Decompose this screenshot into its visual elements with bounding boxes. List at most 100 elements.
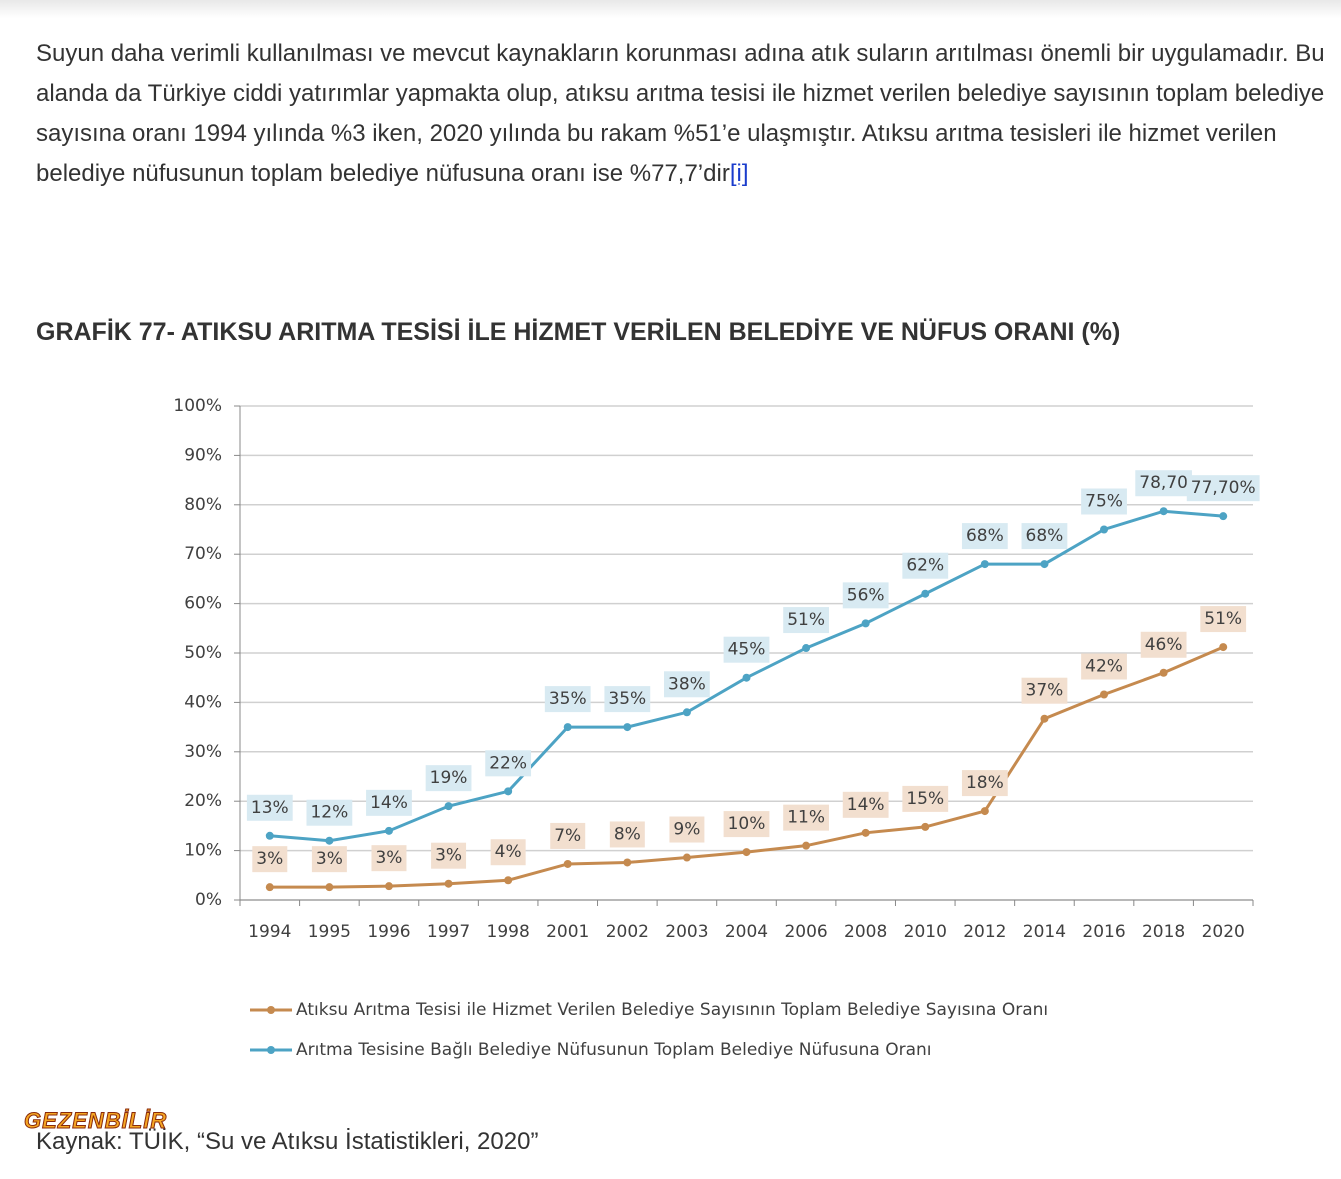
data-label-bg xyxy=(842,582,889,609)
x-tick-label: 2002 xyxy=(606,922,649,942)
point xyxy=(861,828,870,837)
point xyxy=(563,859,572,868)
y-tick-label: 0% xyxy=(195,890,222,910)
point xyxy=(1159,507,1168,516)
point xyxy=(921,822,930,831)
point xyxy=(1219,643,1228,652)
y-tick-label: 100% xyxy=(173,396,222,416)
point xyxy=(623,858,632,867)
data-label: 19% xyxy=(430,768,468,788)
paragraph: Suyun daha verimli kullanılması ve mevcu… xyxy=(36,34,1336,194)
point xyxy=(980,807,989,816)
data-label-bg xyxy=(544,686,591,713)
point xyxy=(980,560,989,569)
data-label-bg xyxy=(961,523,1008,550)
data-label: 51% xyxy=(1204,609,1242,629)
data-label-bg xyxy=(252,846,288,873)
data-label-bg xyxy=(485,750,532,777)
legend-marker xyxy=(267,1046,275,1054)
point xyxy=(265,831,274,840)
x-tick-label: 2010 xyxy=(904,922,947,942)
data-label-bg xyxy=(550,822,586,849)
y-tick-label: 70% xyxy=(184,544,222,564)
data-label-bg xyxy=(371,845,407,872)
y-tick-label: 20% xyxy=(184,791,222,811)
point xyxy=(682,853,691,862)
data-label-bg xyxy=(723,636,770,663)
data-label: 3% xyxy=(435,846,462,866)
data-label-bg xyxy=(961,770,1008,797)
data-label: 75% xyxy=(1085,492,1123,512)
x-tick-label: 1996 xyxy=(367,922,410,942)
data-label-bg xyxy=(1081,653,1127,680)
point xyxy=(1040,714,1049,723)
data-label: 4% xyxy=(495,842,522,862)
y-tick-label: 40% xyxy=(184,692,222,712)
source: Kaynak: TÜİK, “Su ve Atıksu İstatistikle… xyxy=(36,1128,539,1155)
data-label: 18% xyxy=(966,773,1004,793)
data-label-bg xyxy=(604,686,651,713)
legend-marker xyxy=(267,1006,275,1014)
x-tick-label: 2006 xyxy=(784,922,827,942)
data-label: 10% xyxy=(728,814,766,834)
point xyxy=(861,619,870,628)
data-label-bg xyxy=(246,794,293,821)
data-label: 62% xyxy=(906,556,944,576)
data-label-bg xyxy=(431,842,467,869)
data-label: 8% xyxy=(614,824,641,844)
data-label: 37% xyxy=(1026,681,1064,701)
data-label: 11% xyxy=(787,808,825,828)
top-bar xyxy=(0,0,1341,18)
data-label-bg xyxy=(842,791,889,818)
y-tick-label: 50% xyxy=(184,643,222,663)
data-label: 42% xyxy=(1085,656,1123,676)
data-label-bg xyxy=(902,785,949,812)
point xyxy=(802,841,811,850)
x-tick-label: 1994 xyxy=(248,922,291,942)
y-tick-label: 80% xyxy=(184,495,222,515)
data-label: 15% xyxy=(906,789,944,809)
point xyxy=(1100,690,1109,699)
data-label-bg xyxy=(783,607,829,634)
chart-heading: GRAFİK 77- ATIKSU ARITMA TESİSİ İLE HİZM… xyxy=(36,318,1121,346)
point xyxy=(1040,560,1049,569)
data-label: 14% xyxy=(370,793,408,813)
data-label-bg xyxy=(425,765,472,792)
data-label-bg xyxy=(1081,488,1127,515)
legend-label: Arıtma Tesisine Bağlı Belediye Nüfusunun… xyxy=(296,1040,932,1060)
point xyxy=(325,836,334,845)
y-tick-label: 60% xyxy=(184,594,222,614)
data-label: 77,70% xyxy=(1191,478,1256,498)
data-label-bg xyxy=(669,816,705,843)
data-label: 78,70 xyxy=(1139,473,1188,493)
x-tick-label: 2020 xyxy=(1202,922,1245,942)
x-tick-label: 1998 xyxy=(487,922,530,942)
data-label-bg xyxy=(723,811,770,838)
paragraph-text: Suyun daha verimli kullanılması ve mevcu… xyxy=(36,40,1325,187)
data-label: 12% xyxy=(310,803,348,823)
point xyxy=(682,708,691,717)
x-tick-label: 1997 xyxy=(427,922,470,942)
data-label-bg xyxy=(1200,606,1247,633)
x-tick-label: 1995 xyxy=(308,922,351,942)
x-tick-label: 2003 xyxy=(665,922,708,942)
x-tick-label: 2001 xyxy=(546,922,589,942)
data-label: 9% xyxy=(673,820,700,840)
x-tick-label: 2004 xyxy=(725,922,768,942)
data-label: 3% xyxy=(256,849,283,869)
data-label-bg xyxy=(1021,677,1068,704)
watermark: GEZENBİLİR xyxy=(23,1108,168,1134)
x-tick-label: 2016 xyxy=(1082,922,1125,942)
data-label-bg xyxy=(1186,475,1260,502)
point xyxy=(444,879,453,888)
data-label: 22% xyxy=(489,753,527,773)
data-label-bg xyxy=(490,839,526,866)
point xyxy=(325,883,334,892)
data-label: 3% xyxy=(375,848,402,868)
data-label: 14% xyxy=(847,795,885,815)
point xyxy=(563,723,572,732)
reference-link[interactable]: [i] xyxy=(729,160,749,187)
data-label-bg xyxy=(311,846,347,873)
data-label: 38% xyxy=(668,674,706,694)
